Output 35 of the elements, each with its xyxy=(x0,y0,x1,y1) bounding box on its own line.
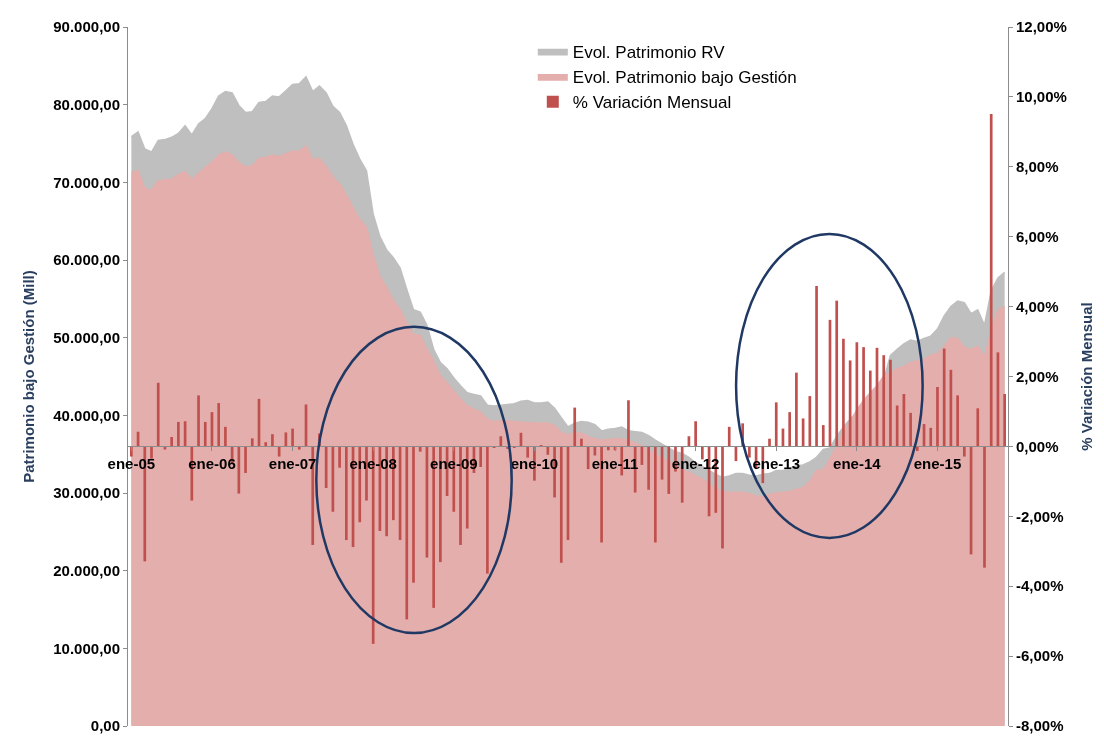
y-tick-label: 60.000,00 xyxy=(53,251,120,269)
x-tick-label: ene-09 xyxy=(430,455,478,473)
y2-tick-label: -6,00% xyxy=(1016,647,1064,665)
y2-tick-label: 12,00% xyxy=(1016,18,1067,36)
y2-axis-title: % Variación Mensual xyxy=(1077,302,1095,451)
y-tick-label: 10.000,00 xyxy=(53,639,120,657)
y-tick-label: 50.000,00 xyxy=(53,328,120,346)
y2-tick-label: 2,00% xyxy=(1016,367,1059,385)
y-tick-label: 80.000,00 xyxy=(53,95,120,113)
y2-tick-label: -8,00% xyxy=(1016,717,1064,735)
x-tick-label: ene-11 xyxy=(591,455,639,473)
y2-tick-label: -2,00% xyxy=(1016,507,1064,525)
x-tick-label: ene-07 xyxy=(268,455,317,473)
x-tick-label: ene-08 xyxy=(349,455,397,473)
y-tick-label: 70.000,00 xyxy=(53,173,120,191)
x-tick-label: ene-14 xyxy=(833,455,882,473)
y-tick-label: 40.000,00 xyxy=(53,406,120,424)
x-tick-label: ene-05 xyxy=(107,455,156,473)
y-axis-title: Patrimonio bajo Gestión (Mill) xyxy=(19,270,37,483)
y-tick-label: 20.000,00 xyxy=(53,561,120,579)
y-tick-label: 90.000,00 xyxy=(53,18,120,36)
legend-label: % Variación Mensual xyxy=(572,93,732,113)
legend-label: Evol. Patrimonio bajo Gestión xyxy=(572,68,797,88)
legend-label: Evol. Patrimonio RV xyxy=(572,43,726,63)
y2-tick-label: 10,00% xyxy=(1016,88,1067,106)
y2-tick-label: -4,00% xyxy=(1016,577,1064,595)
y-tick-label: 30.000,00 xyxy=(53,484,120,502)
x-tick-label: ene-15 xyxy=(913,455,962,473)
x-tick-label: ene-06 xyxy=(188,455,236,473)
y2-tick-label: 4,00% xyxy=(1016,297,1059,315)
y-tick-label: 0,00 xyxy=(90,717,120,735)
y2-tick-label: 6,00% xyxy=(1016,227,1059,245)
y2-tick-label: 0,00% xyxy=(1016,437,1059,455)
x-tick-label: ene-10 xyxy=(510,455,559,473)
y2-tick-label: 8,00% xyxy=(1016,158,1059,176)
